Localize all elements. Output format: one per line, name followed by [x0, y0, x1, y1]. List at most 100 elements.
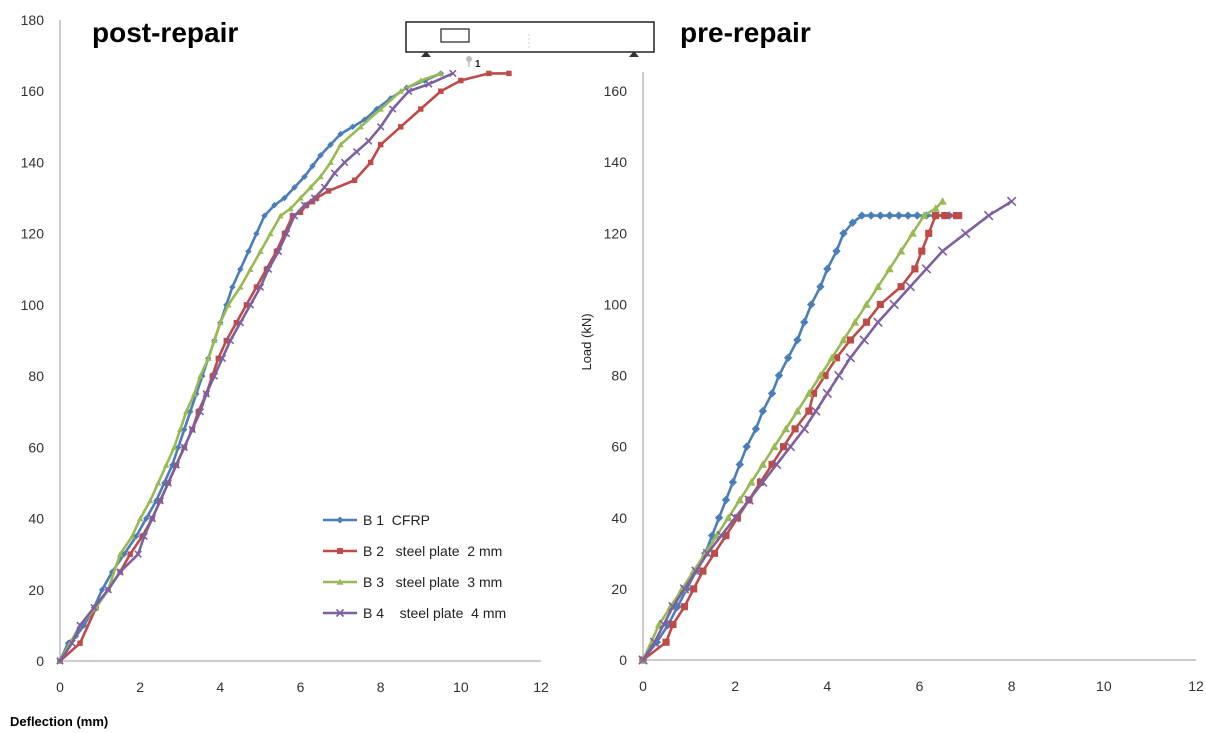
right-series-4-point: [744, 495, 754, 505]
left-series-3-point: [437, 70, 444, 76]
left-series-2-point: [309, 198, 316, 205]
right-series-3-point: [938, 197, 947, 205]
left-x-tick-label: 10: [453, 679, 469, 695]
left-series-4-point: [164, 479, 172, 487]
left-series-2-point: [243, 302, 250, 308]
left-series-4-point: [330, 169, 339, 177]
right-series-4-point: [859, 335, 869, 345]
left-series-4-point: [196, 407, 205, 416]
beam-plate-rect: [440, 28, 470, 43]
right-y-tick-label: 60: [611, 439, 627, 455]
left-series-2-point: [418, 106, 424, 112]
left-series-1-point: [271, 201, 278, 209]
right-series-4-point: [649, 637, 660, 647]
right-series-4-point: [758, 477, 768, 487]
right-series-3-point: [931, 204, 940, 212]
left-series-4-point: [290, 212, 299, 220]
right-series-2-point: [955, 211, 963, 220]
right-series-3-point: [781, 424, 791, 433]
legend-label: B 1 CFRP: [363, 512, 430, 528]
right-series-1-point: [903, 211, 913, 220]
left-series-2-point: [377, 141, 384, 148]
right-x-tick-labels: 0 2 4 6 8 10 12: [639, 678, 1204, 694]
right-series-4-point: [873, 317, 883, 327]
left-series-4-point: [364, 137, 373, 145]
left-series-3-point: [205, 355, 212, 361]
left-series-3-point: [307, 184, 314, 190]
left-series-4-point: [76, 621, 84, 630]
left-series-2-point: [209, 373, 216, 379]
left-series-1-point: [237, 266, 244, 273]
legend-swatch-marker: [336, 578, 344, 585]
left-series-3-point: [397, 88, 404, 94]
left-series-1-point: [245, 248, 252, 255]
left-series-4-point: [282, 229, 291, 238]
right-series-3-point: [804, 389, 814, 397]
left-series-3-point: [128, 533, 136, 539]
left-series-4-point: [134, 550, 142, 558]
right-series-2-point: [699, 567, 707, 575]
left-series-3-point: [247, 266, 254, 272]
left-series-3-point: [155, 479, 162, 486]
left-series-3-point: [327, 159, 334, 166]
right-series-4-point: [702, 548, 713, 559]
left-series-4-point: [210, 372, 219, 380]
left-series-4-point: [352, 147, 361, 156]
right-series-1-point: [823, 264, 832, 274]
legend-entry: B 2 steel plate 2 mm: [323, 543, 502, 559]
left-series-4-point: [256, 283, 265, 291]
right-series-2-point: [779, 443, 788, 451]
left-x-tick-label: 4: [216, 679, 224, 695]
right-y-tick-label: 120: [604, 225, 628, 241]
right-series-1-point: [751, 424, 761, 434]
pre-repair-title: pre-repair: [680, 17, 811, 48]
right-series-4-point: [1006, 196, 1017, 207]
right-series-4-point: [921, 264, 932, 274]
right-series-3-point: [919, 211, 929, 219]
left-series-1-point: [132, 533, 140, 540]
left-series-3-point: [417, 77, 424, 84]
left-y-tick-label: 180: [21, 12, 45, 28]
left-series-4-point: [236, 318, 245, 327]
right-series-2-point: [805, 407, 813, 415]
left-series-4-point: [172, 461, 181, 469]
right-series-3-point: [735, 495, 744, 504]
left-y-tick-label: 80: [28, 368, 44, 384]
right-series-3-point: [873, 282, 883, 291]
left-series-4-point: [180, 443, 189, 452]
legend-swatch-marker: [335, 608, 345, 618]
right-series-2-point: [876, 300, 884, 309]
left-series-2-point: [127, 551, 133, 557]
left-y-tick-label: 0: [36, 653, 44, 669]
left-series-3-point: [317, 173, 324, 180]
right-series-4-point: [658, 619, 669, 630]
left-series-1-point: [349, 123, 356, 131]
right-series-2-point: [918, 247, 926, 255]
right-y-tick-label: 140: [604, 154, 628, 170]
right-series-1-point: [894, 211, 903, 220]
left-series-1-line: [58, 72, 442, 662]
legend-swatch-marker: [336, 516, 344, 524]
left-series-1-point: [108, 568, 116, 576]
right-series-1-point: [800, 318, 809, 327]
left-series-4-point: [320, 183, 329, 192]
right-y-tick-label: 80: [611, 368, 627, 384]
left-series-1-point: [253, 230, 260, 237]
right-series-3-point: [747, 478, 756, 486]
left-series-2-point: [458, 77, 464, 84]
left-series-3-point: [267, 230, 274, 237]
right-support-icon: [629, 51, 639, 57]
right-series-2-point: [768, 460, 776, 469]
left-y-tick-label: 60: [28, 439, 44, 455]
right-series-3-point: [793, 406, 802, 415]
legend-entry: B 3 steel plate 3 mm: [323, 574, 502, 590]
left-series-4-point: [425, 80, 433, 88]
right-series-4-point: [799, 424, 810, 434]
left-series-3-point: [337, 141, 344, 148]
left-y-tick-labels: 0 20 40 60 80 100 120 140 160 180: [21, 12, 45, 669]
right-y-tick-labels: 0 20 40 60 80 100 120 140 160: [604, 83, 628, 668]
left-series-3-point: [116, 550, 124, 557]
left-series-2-point: [486, 70, 492, 77]
right-series-4-point: [822, 388, 833, 399]
right-x-tick-label: 10: [1096, 678, 1112, 694]
